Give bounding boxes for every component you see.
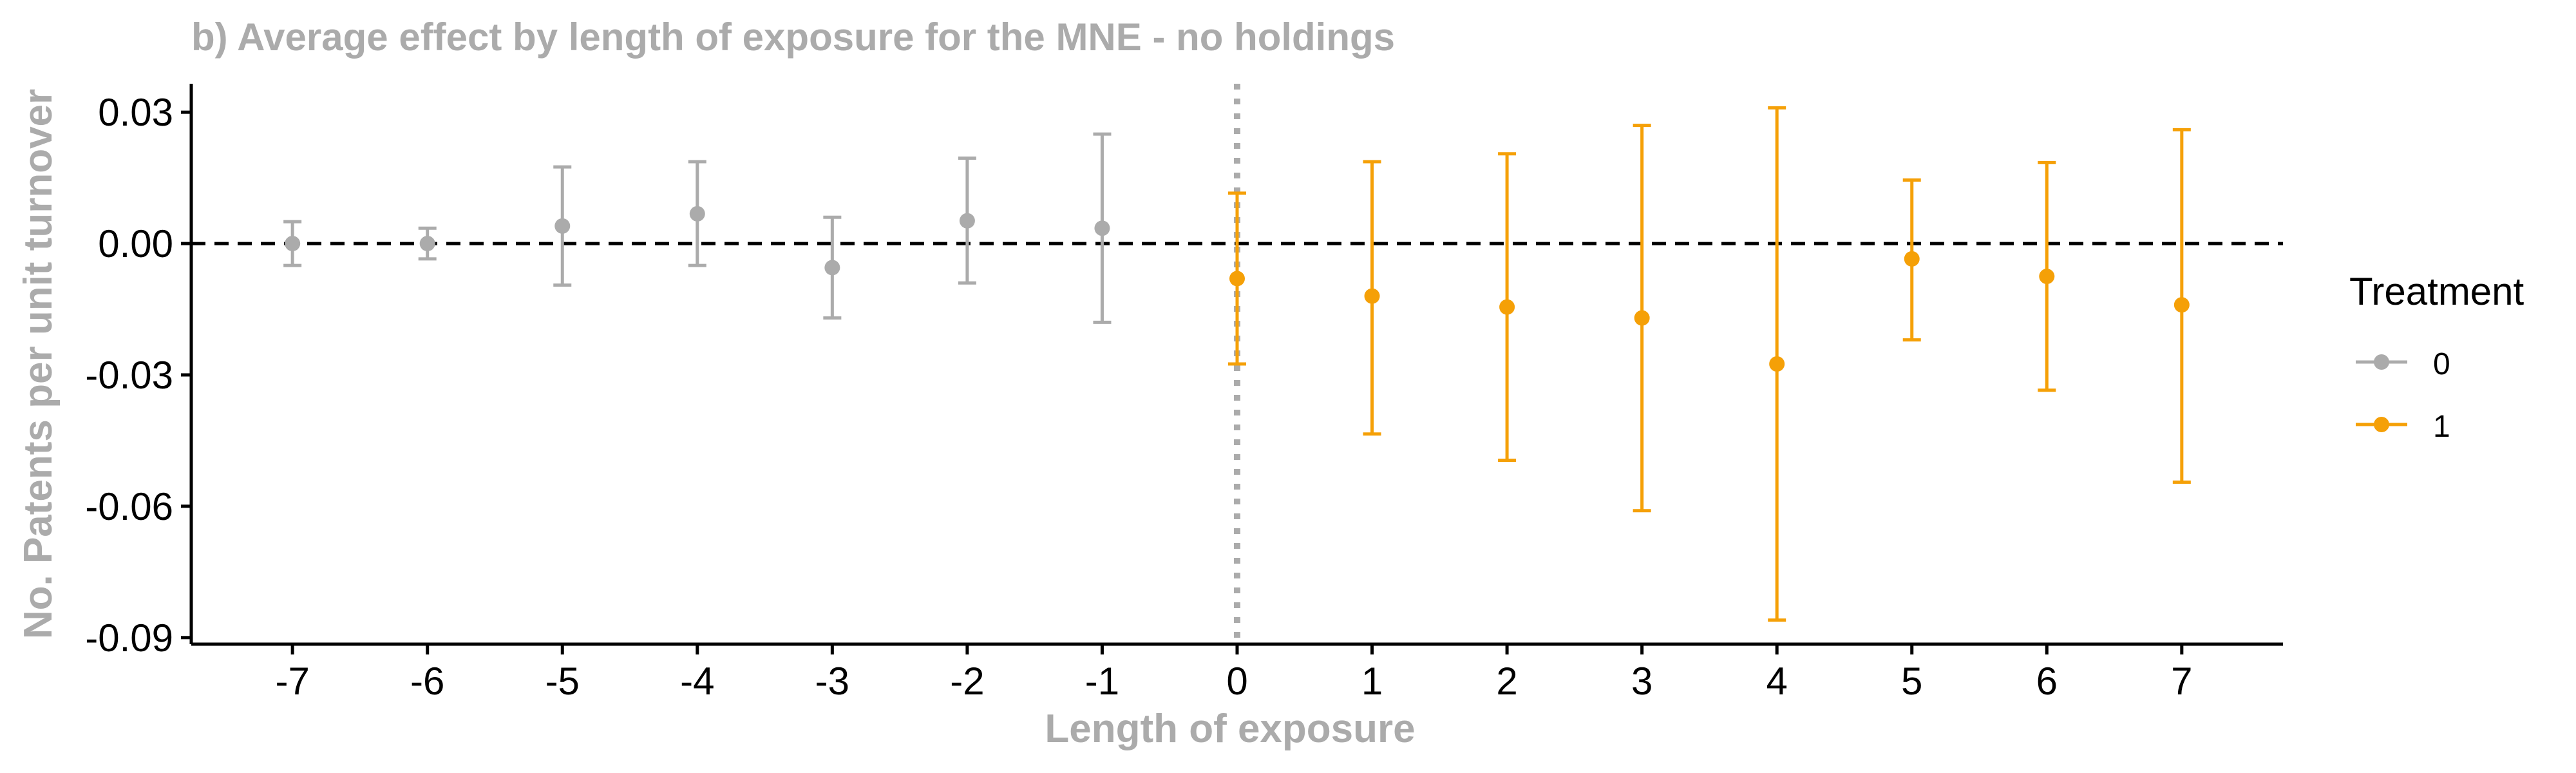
legend-title: Treatment — [2349, 270, 2524, 313]
data-point — [554, 218, 571, 234]
legend-key-point-0 — [2374, 354, 2389, 370]
plot-area — [189, 84, 2283, 646]
data-point — [959, 213, 975, 229]
data-point — [419, 236, 435, 252]
x-tick-label: -3 — [815, 660, 849, 703]
x-tick-label: 2 — [1496, 660, 1517, 703]
x-tick-label: -2 — [950, 660, 984, 703]
x-tick-label: 5 — [1901, 660, 1922, 703]
x-tick-label: 0 — [1226, 660, 1247, 703]
y-tick-label: -0.03 — [85, 354, 173, 397]
x-tick-label: -6 — [410, 660, 444, 703]
y-tick-label: 0.00 — [98, 222, 173, 265]
data-point — [1364, 288, 1380, 304]
data-point — [824, 260, 840, 276]
data-point — [1229, 271, 1245, 287]
y-tick-label: -0.09 — [85, 616, 173, 660]
x-tick-label: 4 — [1766, 660, 1788, 703]
chart-title: b) Average effect by length of exposure … — [191, 15, 1395, 59]
x-tick-label: 6 — [2036, 660, 2058, 703]
legend-entry-1: 1 — [2356, 410, 2450, 444]
x-tick-label: -5 — [545, 660, 580, 703]
x-tick-label: -1 — [1085, 660, 1119, 703]
data-point — [285, 236, 301, 252]
data-point — [689, 205, 705, 222]
x-tick-label: 7 — [2171, 660, 2192, 703]
data-point — [1094, 220, 1110, 236]
series-0 — [283, 132, 1112, 324]
x-tick-label: -7 — [275, 660, 309, 703]
data-point — [1634, 310, 1650, 326]
data-point — [1904, 251, 1920, 267]
legend-key-point-1 — [2374, 417, 2389, 432]
data-point — [1499, 299, 1515, 315]
x-tick-label: 3 — [1631, 660, 1653, 703]
x-tick-label: -4 — [680, 660, 714, 703]
data-point — [2039, 269, 2055, 285]
legend: Treatment 0 1 — [2349, 270, 2524, 444]
y-axis-title: No. Patents per unit turnover — [16, 89, 61, 639]
legend-label-0: 0 — [2433, 347, 2450, 381]
x-axis-ticks: -7 -6 -5 -4 -3 -2 -1 0 1 2 3 4 5 6 7 — [275, 644, 2193, 703]
series-1 — [1228, 106, 2191, 622]
legend-entry-0: 0 — [2356, 347, 2450, 381]
x-axis-title: Length of exposure — [1045, 707, 1415, 751]
y-tick-label: -0.06 — [85, 485, 173, 528]
data-point — [1769, 356, 1785, 372]
y-axis-ticks: 0.03 0.00 -0.03 -0.06 -0.09 — [85, 91, 191, 660]
y-tick-label: 0.03 — [98, 91, 173, 134]
legend-label-1: 1 — [2433, 410, 2450, 444]
series-layer — [283, 106, 2191, 622]
x-tick-label: 1 — [1361, 660, 1383, 703]
data-point — [2174, 297, 2190, 313]
